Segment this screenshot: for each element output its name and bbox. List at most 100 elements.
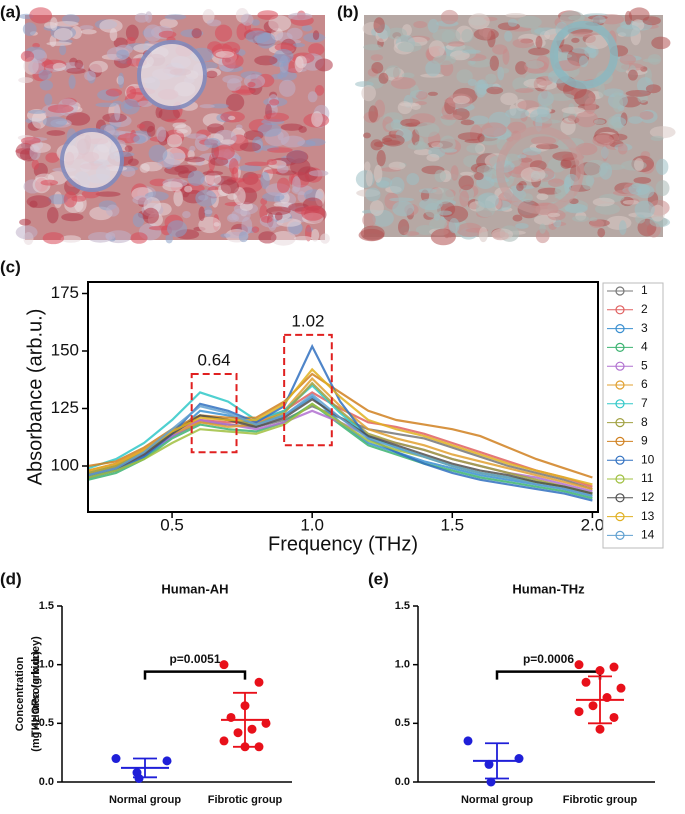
tissue-blob <box>125 24 139 42</box>
tissue-blob <box>365 187 381 202</box>
tissue-blob <box>561 106 585 114</box>
tissue-blob <box>286 27 303 40</box>
tissue-blob <box>84 70 96 81</box>
tissue-blob <box>516 182 524 192</box>
data-point <box>254 677 264 687</box>
tissue-blob <box>517 154 527 159</box>
tissue-blob <box>365 169 373 187</box>
tissue-blob <box>522 147 542 156</box>
tissue-blob <box>204 172 222 185</box>
data-point <box>609 662 619 672</box>
data-point <box>588 701 598 711</box>
tissue-blob <box>385 122 402 132</box>
tissue-blob <box>87 231 113 243</box>
tissue-blob <box>426 153 440 162</box>
tissue-blob <box>228 158 239 175</box>
tissue-blob <box>478 226 488 243</box>
legend-marker <box>615 380 625 390</box>
tissue-blob <box>468 13 490 30</box>
tissue-blob <box>649 126 676 139</box>
error-bar <box>485 742 509 780</box>
tissue-blob <box>362 212 376 228</box>
tissue-blob <box>148 225 172 231</box>
data-point <box>219 660 229 670</box>
tissue-blob <box>628 116 643 124</box>
y-tick-label: 0.0 <box>395 776 410 788</box>
tissue-blob <box>199 104 215 109</box>
tissue-blob <box>439 135 456 153</box>
error-bar <box>233 691 257 748</box>
data-point <box>581 677 591 687</box>
tissue-blob <box>139 163 150 173</box>
tissue-blob <box>44 22 57 29</box>
tissue-blob <box>80 29 97 35</box>
tissue-blob <box>547 212 561 218</box>
legend-marker <box>615 436 625 446</box>
tissue-blob <box>370 139 383 151</box>
tissue-blob <box>132 212 145 228</box>
tissue-blob <box>213 144 235 161</box>
tissue-blob <box>176 129 188 134</box>
tissue-blob <box>571 37 580 43</box>
tissue-blob <box>633 158 644 172</box>
tissue-blob <box>571 47 597 54</box>
y-tick-label: 0.5 <box>395 717 410 729</box>
tissue-blob <box>307 91 318 103</box>
tissue-blob <box>548 93 575 101</box>
tissue-blob <box>202 170 224 176</box>
tissue-blob <box>618 220 627 235</box>
tissue-blob <box>184 185 193 193</box>
tissue-blob <box>116 49 129 60</box>
tissue-blob <box>245 30 271 44</box>
spectrum-line <box>88 393 593 497</box>
tissue-blob <box>137 100 153 107</box>
tissue-blob <box>535 35 543 49</box>
tissue-blob <box>619 54 636 65</box>
tissue-blob <box>617 143 628 155</box>
tissue-blob <box>448 41 465 47</box>
tissue-blob <box>60 235 82 243</box>
tissue-blob <box>434 169 446 183</box>
tissue-blob <box>589 219 605 228</box>
tissue-blob <box>360 225 385 241</box>
tissue-blob <box>386 27 407 40</box>
tissue-blob <box>257 123 282 137</box>
p-value: p=0.0006 <box>523 652 574 666</box>
tissue-blob <box>627 69 638 81</box>
tissue-blob <box>414 122 440 138</box>
tissue-blob <box>385 65 401 78</box>
tissue-blob <box>52 62 66 72</box>
tissue-blob <box>68 74 76 90</box>
tissue-blob <box>476 164 498 175</box>
panel-label: (d) <box>0 569 22 588</box>
tissue-blob <box>575 110 599 128</box>
tissue-blob <box>448 217 460 234</box>
error-bar <box>133 757 157 779</box>
tissue-blob <box>274 43 296 52</box>
tissue-blob <box>251 19 260 26</box>
legend-label: 8 <box>641 415 648 429</box>
data-point <box>111 754 121 764</box>
tissue-blob <box>616 24 641 37</box>
tissue-blob <box>95 102 117 108</box>
tissue-blob <box>507 18 518 27</box>
tissue-blob <box>314 85 325 96</box>
tissue-blob <box>467 78 477 87</box>
tissue-blob <box>389 176 405 195</box>
tissue-blob <box>492 44 508 55</box>
tissue-blob <box>206 19 222 27</box>
tissue-blob <box>276 164 289 174</box>
data-point <box>486 777 496 787</box>
tissue-blob <box>608 133 628 141</box>
tissue-blob <box>530 136 557 146</box>
tissue-blob <box>263 112 290 122</box>
tissue-blob <box>378 72 389 84</box>
tissue-blob <box>53 27 73 41</box>
error-bar <box>588 675 612 725</box>
data-point <box>574 660 584 670</box>
tissue-blob <box>273 201 293 208</box>
tissue-blob <box>500 92 518 106</box>
tissue-blob <box>114 103 121 121</box>
data-point <box>254 742 264 752</box>
tissue-blob <box>159 18 178 29</box>
